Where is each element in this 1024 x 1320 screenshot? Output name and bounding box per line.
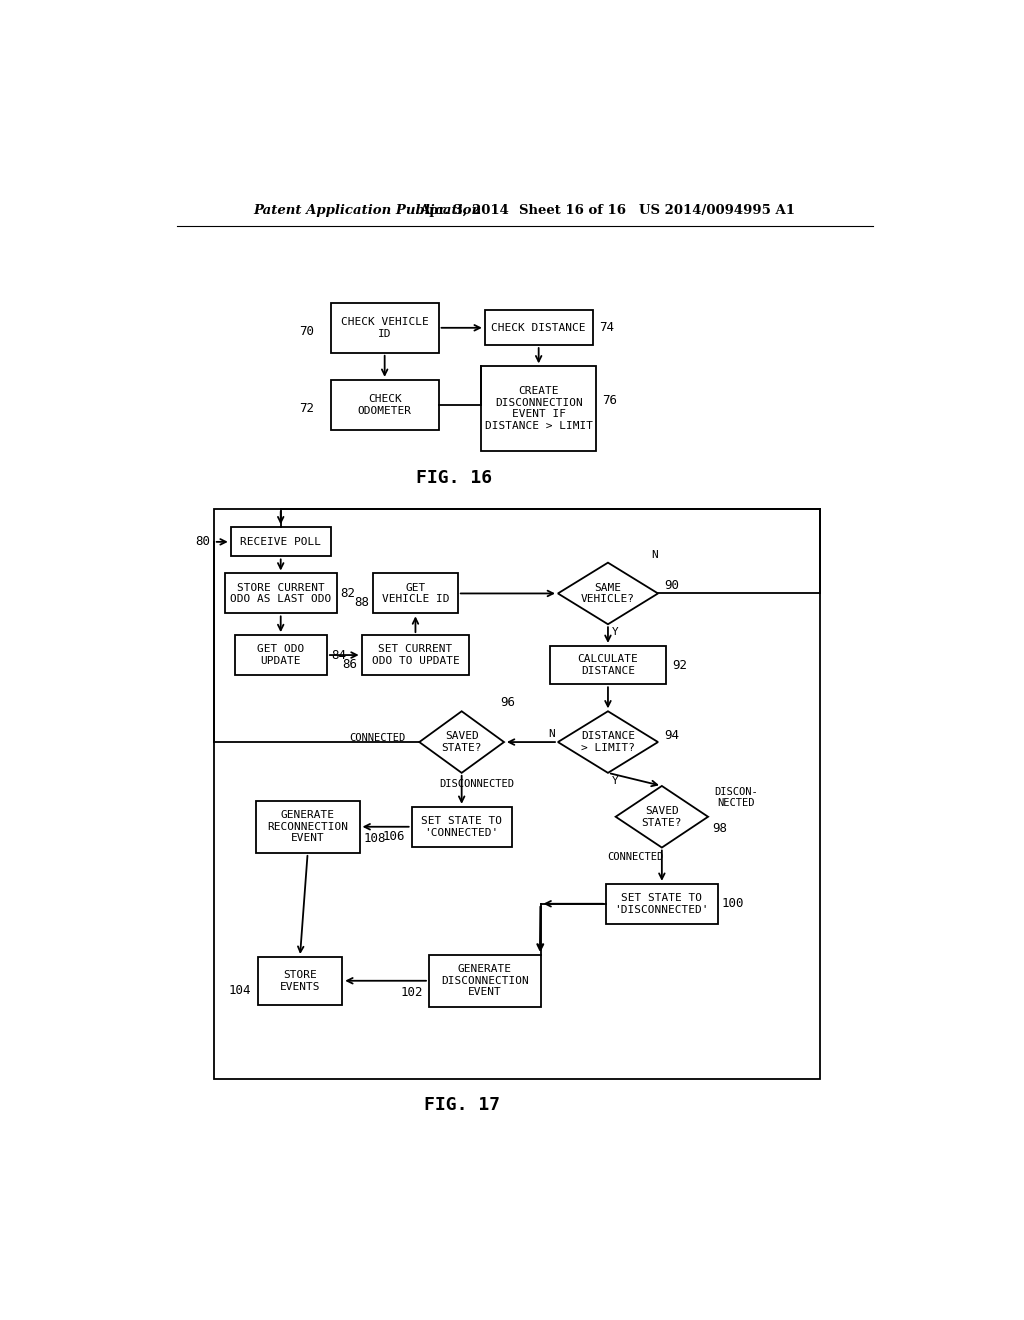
Text: N: N	[651, 550, 657, 560]
Text: 94: 94	[665, 730, 679, 742]
Bar	[258, 957, 342, 1005]
Text: FIG. 17: FIG. 17	[424, 1097, 500, 1114]
Text: 104: 104	[229, 983, 252, 997]
Text: 96: 96	[500, 696, 515, 709]
Text: CALCULATE
DISTANCE: CALCULATE DISTANCE	[578, 655, 638, 676]
Polygon shape	[558, 711, 658, 774]
Text: Y: Y	[612, 776, 620, 785]
Text: 108: 108	[364, 832, 386, 845]
Text: RECEIVE POLL: RECEIVE POLL	[241, 537, 322, 546]
Text: Sheet 16 of 16: Sheet 16 of 16	[519, 205, 627, 218]
Text: DISCONNECTED: DISCONNECTED	[439, 779, 514, 788]
Text: CREATE
DISCONNECTION
EVENT IF
DISTANCE > LIMIT: CREATE DISCONNECTION EVENT IF DISTANCE >…	[484, 387, 593, 432]
Text: 76: 76	[602, 395, 617, 408]
Text: GENERATE
RECONNECTION
EVENT: GENERATE RECONNECTION EVENT	[267, 810, 348, 843]
Bar	[331, 380, 438, 430]
Text: 80: 80	[195, 536, 210, 548]
Text: CONNECTED: CONNECTED	[349, 733, 406, 743]
Polygon shape	[419, 711, 504, 774]
Bar	[412, 807, 512, 847]
Text: SET STATE TO
'DISCONNECTED': SET STATE TO 'DISCONNECTED'	[614, 892, 709, 915]
Text: CHECK VEHICLE
ID: CHECK VEHICLE ID	[341, 317, 428, 339]
Polygon shape	[558, 562, 658, 624]
Text: 86: 86	[343, 657, 357, 671]
Text: 106: 106	[383, 829, 406, 842]
Text: DISTANCE
> LIMIT?: DISTANCE > LIMIT?	[581, 731, 635, 752]
Text: 70: 70	[299, 325, 313, 338]
Text: 82: 82	[340, 587, 355, 601]
Text: SAVED
STATE?: SAVED STATE?	[642, 807, 682, 828]
Text: SAME
VEHICLE?: SAME VEHICLE?	[581, 582, 635, 605]
Text: CHECK DISTANCE: CHECK DISTANCE	[492, 323, 586, 333]
Text: SET CURRENT
ODO TO UPDATE: SET CURRENT ODO TO UPDATE	[372, 644, 460, 665]
Bar	[606, 884, 718, 924]
Text: 72: 72	[299, 403, 313, 416]
Text: N: N	[549, 730, 555, 739]
Text: 100: 100	[722, 898, 744, 911]
Text: GET ODO
UPDATE: GET ODO UPDATE	[257, 644, 304, 665]
Text: FIG. 16: FIG. 16	[416, 469, 492, 487]
Text: US 2014/0094995 A1: US 2014/0094995 A1	[639, 205, 795, 218]
Text: DISCON-
NECTED: DISCON- NECTED	[714, 787, 758, 808]
Bar	[214, 508, 819, 1078]
Bar	[481, 366, 596, 451]
Bar	[234, 635, 327, 675]
Text: Y: Y	[612, 627, 620, 638]
Text: Apr. 3, 2014: Apr. 3, 2014	[419, 205, 509, 218]
Bar	[429, 954, 541, 1007]
Text: 90: 90	[665, 579, 679, 593]
Text: STORE CURRENT
ODO AS LAST ODO: STORE CURRENT ODO AS LAST ODO	[230, 582, 332, 605]
Text: GENERATE
DISCONNECTION
EVENT: GENERATE DISCONNECTION EVENT	[441, 964, 528, 998]
Text: 88: 88	[354, 597, 370, 610]
Bar	[550, 645, 666, 684]
Text: Patent Application Publication: Patent Application Publication	[254, 205, 482, 218]
Text: CONNECTED: CONNECTED	[607, 851, 663, 862]
Polygon shape	[615, 785, 708, 847]
Bar	[373, 573, 458, 614]
Text: 102: 102	[400, 986, 423, 999]
Bar	[256, 800, 359, 853]
Text: SET STATE TO
'CONNECTED': SET STATE TO 'CONNECTED'	[421, 816, 502, 838]
Bar	[331, 302, 438, 352]
Bar	[361, 635, 469, 675]
Text: 98: 98	[712, 822, 727, 834]
Text: GET
VEHICLE ID: GET VEHICLE ID	[382, 582, 450, 605]
Text: STORE
EVENTS: STORE EVENTS	[280, 970, 321, 991]
Text: 92: 92	[672, 659, 687, 672]
Bar	[484, 310, 593, 345]
Text: SAVED
STATE?: SAVED STATE?	[441, 731, 482, 752]
Text: 74: 74	[599, 321, 613, 334]
Bar	[225, 573, 337, 614]
Text: 84: 84	[331, 648, 346, 661]
Bar	[230, 527, 331, 557]
Text: CHECK
ODOMETER: CHECK ODOMETER	[357, 393, 412, 416]
